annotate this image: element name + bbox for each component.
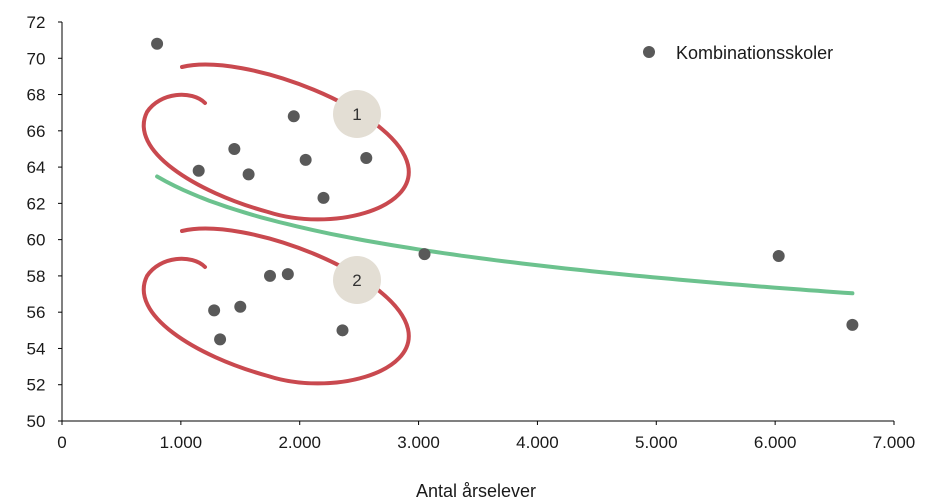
x-axis-title: Antal årselever	[416, 481, 536, 501]
data-point	[299, 153, 312, 166]
axes	[61, 22, 894, 422]
y-tick-label: 58	[27, 267, 46, 286]
y-tick-labels: 50 52 54 56 58 60 62 64 66 68 70 72	[27, 13, 62, 431]
y-tick-label: 62	[27, 194, 46, 213]
x-tick-label: 0	[57, 433, 66, 452]
annotation-layer: 12	[141, 62, 411, 386]
x-tick-label: 4.000	[516, 433, 559, 452]
data-point	[846, 318, 859, 331]
data-point	[360, 152, 373, 165]
x-tick-label: 3.000	[397, 433, 440, 452]
x-tick-labels: 0 1.000 2.000 3.000 4.000 5.000 6.000 7.000	[57, 421, 915, 452]
data-point	[151, 37, 164, 50]
legend-marker	[643, 46, 655, 58]
data-point	[281, 268, 294, 281]
data-point	[264, 269, 276, 282]
data-point	[418, 248, 431, 261]
cluster-1-badge-label: 1	[352, 105, 361, 124]
cluster-2-badge-label: 2	[352, 271, 361, 290]
y-tick-label: 70	[27, 49, 46, 68]
cluster-1-badge	[333, 90, 381, 138]
x-tick-label: 1.000	[160, 433, 203, 452]
y-tick-label: 66	[27, 122, 46, 141]
points-layer	[151, 37, 859, 346]
y-tick-label: 52	[27, 376, 46, 395]
y-tick-label: 64	[27, 158, 46, 177]
data-point	[234, 300, 247, 313]
y-tick-label: 60	[27, 231, 46, 250]
data-point	[242, 168, 255, 181]
trendline-layer	[155, 174, 855, 296]
cluster-1-ellipse	[141, 62, 411, 222]
cluster-2-badge	[333, 256, 381, 304]
x-tick-label: 7.000	[873, 433, 916, 452]
y-tick-label: 54	[27, 339, 46, 358]
data-point	[214, 333, 227, 346]
legend: Kombinationsskoler	[643, 43, 833, 63]
data-point	[317, 191, 330, 204]
data-point	[336, 324, 349, 337]
y-tick-label: 68	[27, 86, 46, 105]
data-point	[772, 249, 785, 262]
data-point	[287, 110, 300, 123]
y-tick-label: 72	[27, 13, 46, 32]
x-tick-label: 2.000	[278, 433, 321, 452]
data-point	[192, 164, 205, 177]
y-tick-label: 50	[27, 412, 46, 431]
x-tick-label: 6.000	[754, 433, 797, 452]
y-tick-label: 56	[27, 303, 46, 322]
cluster-2-ellipse	[141, 226, 411, 386]
data-point	[208, 304, 221, 317]
data-point	[228, 142, 241, 155]
x-tick-label: 5.000	[635, 433, 678, 452]
legend-label: Kombinationsskoler	[676, 43, 833, 63]
trendline	[155, 174, 855, 296]
